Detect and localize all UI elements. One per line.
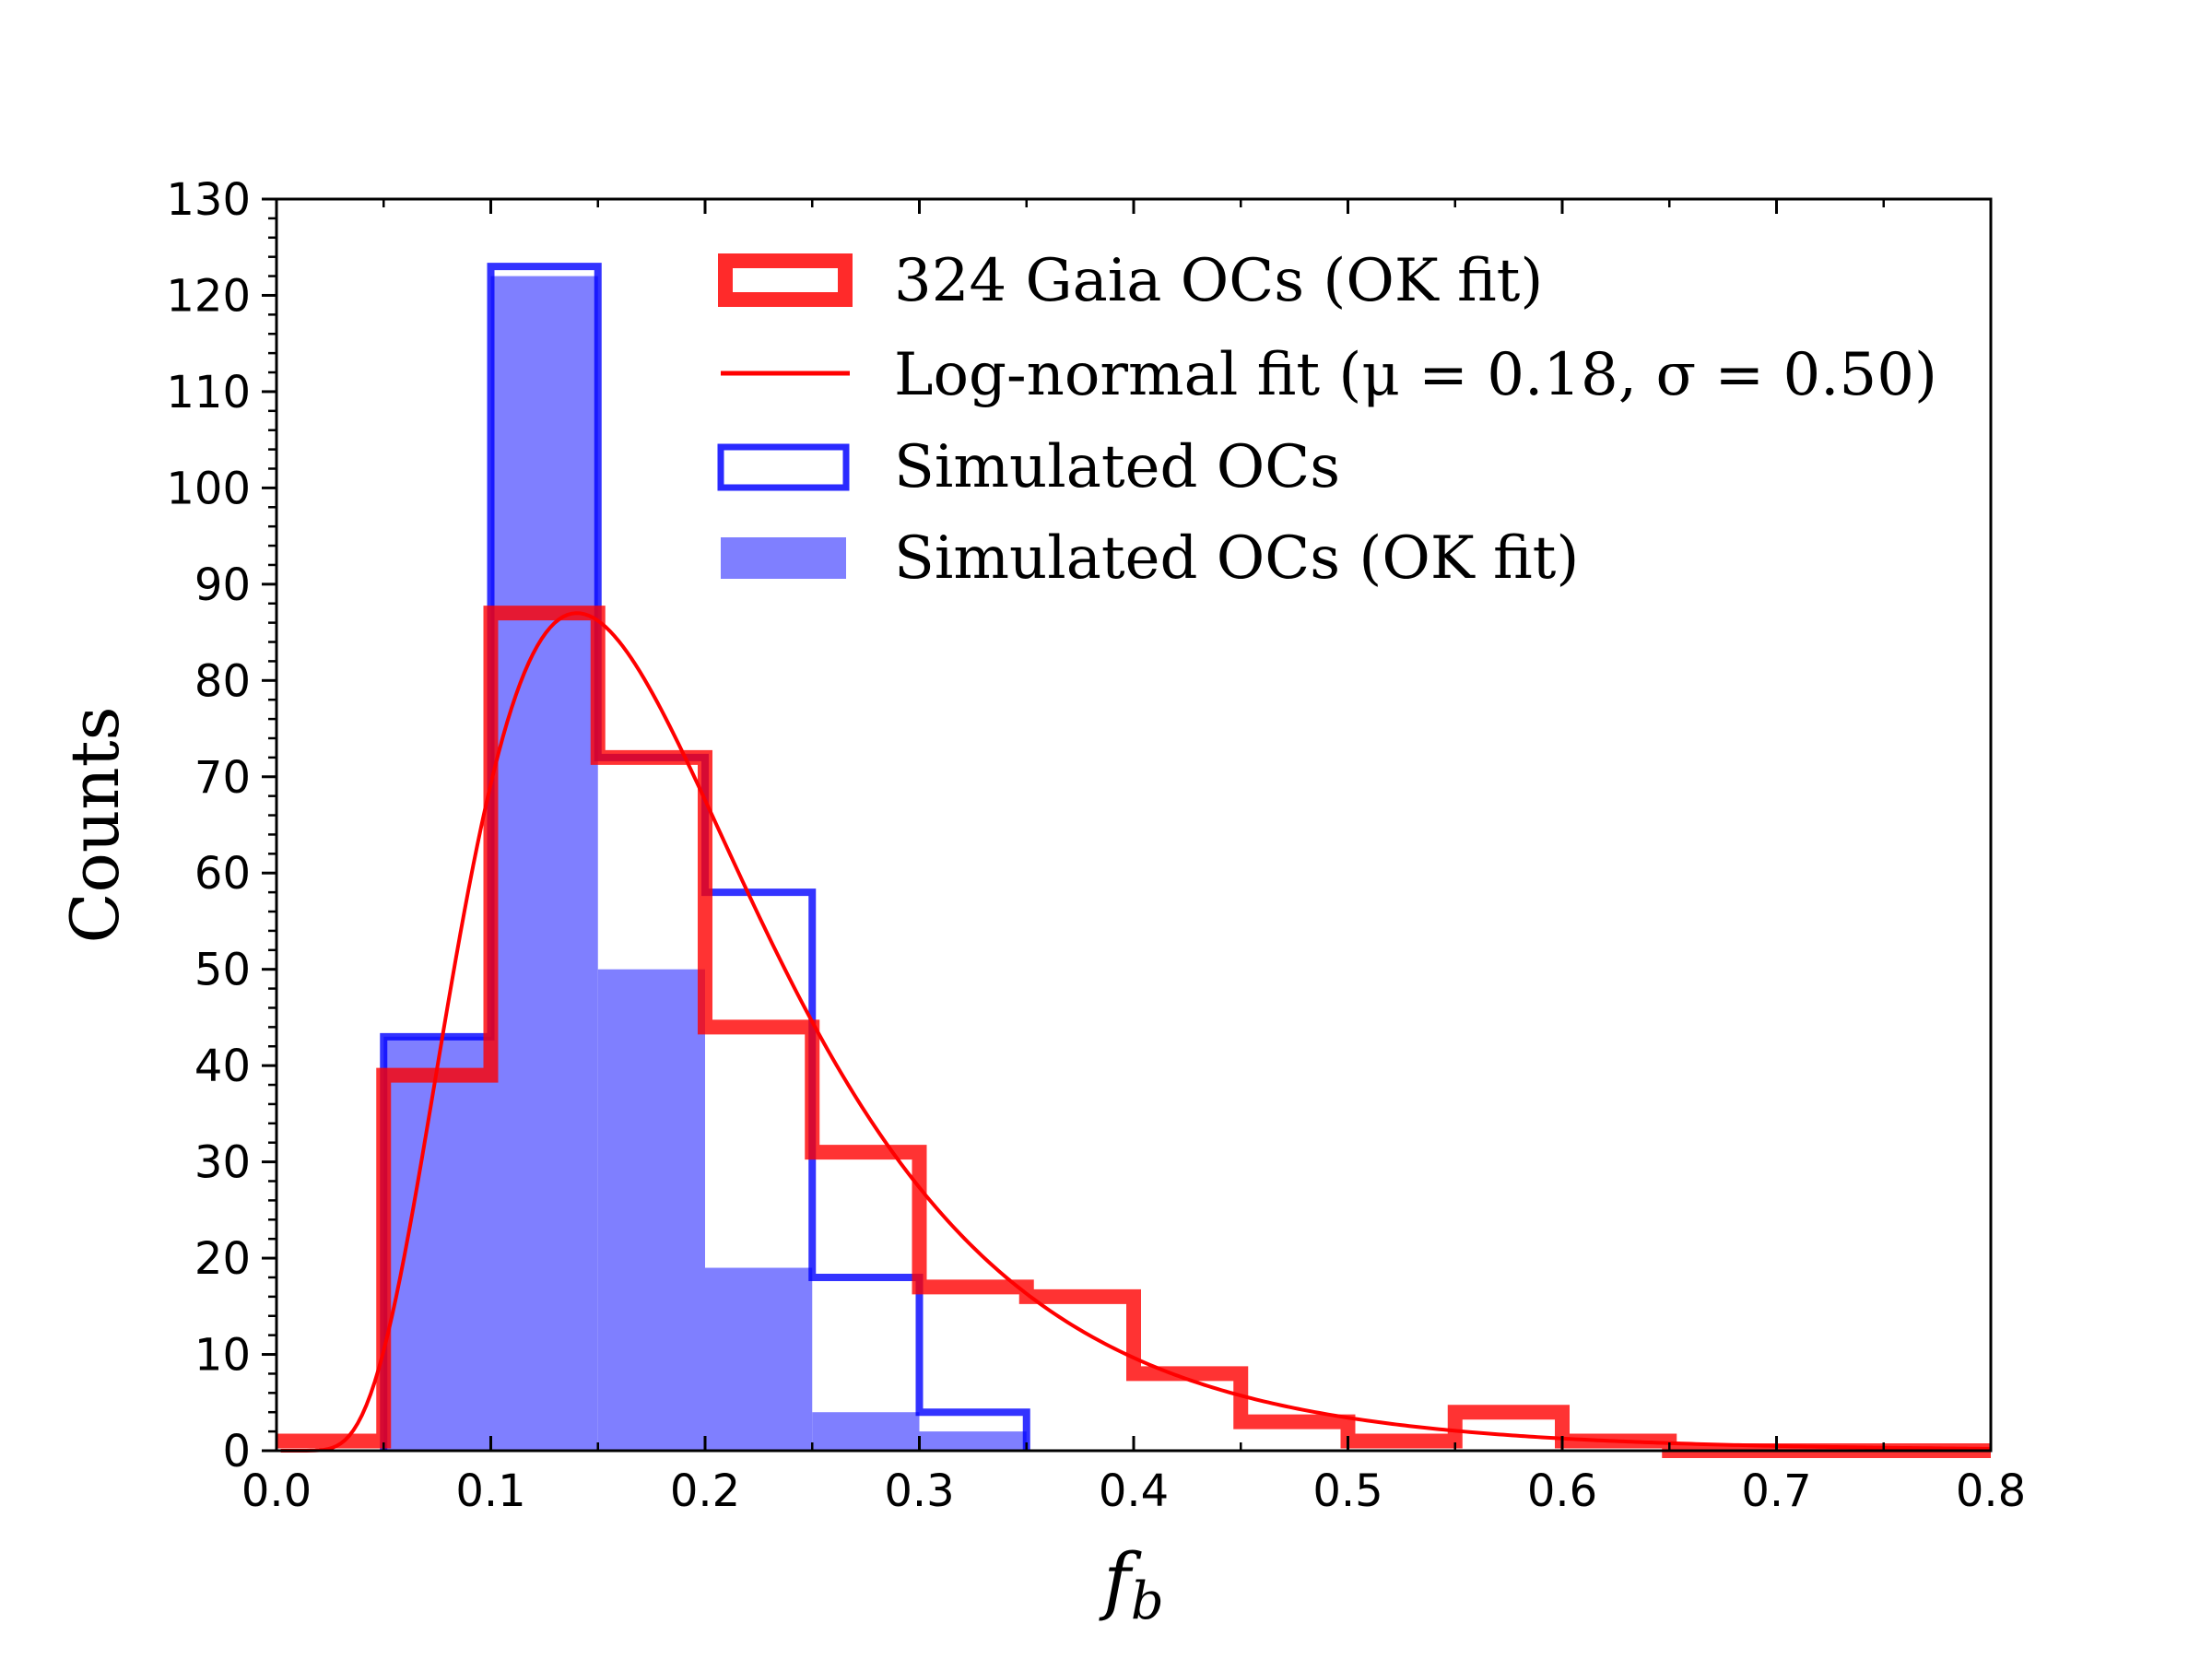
filled-bar — [383, 1036, 491, 1451]
legend-label-lognormal-name: Log-normal fit — [894, 341, 1320, 409]
legend-swatch-gaia — [718, 253, 853, 307]
x-tick-label: 0.8 — [1956, 1465, 2026, 1517]
legend: 324 Gaia OCs (OK fit) Log-normal fit (μ … — [717, 247, 1937, 593]
x-axis-label: fb — [1099, 1537, 1163, 1631]
fit-curve-line — [280, 611, 1992, 1453]
filled-bar — [490, 276, 598, 1452]
x-tick-label: 0.6 — [1527, 1465, 1597, 1517]
filled-bar — [597, 969, 705, 1451]
x-tick-label: 0.4 — [1099, 1465, 1169, 1517]
y-tick-label: 70 — [194, 752, 251, 804]
filled-bar — [812, 1412, 920, 1451]
y-tick-label: 0 — [222, 1426, 251, 1477]
axis-ticks: 0.0 0.1 0.2 0.3 0.4 0.5 0.6 0.7 0.8 0 10 20 30 40 50 60… — [166, 174, 2026, 1517]
x-tick-label: 0.2 — [670, 1465, 740, 1517]
y-tick-label: 50 — [194, 945, 251, 996]
x-tick-label: 0.5 — [1312, 1465, 1382, 1517]
legend-label-gaia: 324 Gaia OCs (OK fit) — [894, 247, 1543, 315]
y-tick-label: 90 — [194, 559, 251, 611]
x-tick-label: 0.1 — [455, 1465, 525, 1517]
simulated-ok-fit-bars — [383, 276, 1027, 1452]
y-tick-label: 110 — [166, 367, 251, 418]
x-tick-label: 0.3 — [884, 1465, 954, 1517]
y-tick-label: 130 — [166, 174, 251, 226]
y-tick-label: 80 — [194, 655, 251, 707]
y-axis-label: Counts — [56, 706, 134, 943]
legend-label-simulated: Simulated OCs — [894, 433, 1340, 501]
legend-label-simulated-ok: Simulated OCs (OK fit) — [894, 524, 1579, 593]
filled-bar — [705, 1267, 813, 1451]
y-tick-label: 100 — [166, 463, 251, 514]
y-tick-label: 60 — [194, 848, 251, 900]
y-tick-label: 120 — [166, 270, 251, 322]
x-tick-label: 0.0 — [241, 1465, 312, 1517]
y-tick-label: 10 — [194, 1330, 251, 1382]
legend-swatch-simulated-ok — [721, 537, 846, 579]
y-tick-label: 20 — [194, 1233, 251, 1285]
log-normal-fit-curve — [280, 611, 1992, 1453]
x-tick-label: 0.7 — [1741, 1465, 1811, 1517]
y-tick-label: 30 — [194, 1137, 251, 1189]
filled-bar — [919, 1431, 1027, 1451]
x-axis-label-subscript: b — [1131, 1571, 1164, 1631]
legend-swatch-simulated — [717, 443, 850, 491]
y-tick-label: 40 — [194, 1041, 251, 1092]
legend-label-lognormal: Log-normal fit (μ = 0.18, σ = 0.50) — [894, 341, 1937, 409]
legend-label-lognormal-params: (μ = 0.18, σ = 0.50) — [1338, 341, 1937, 409]
